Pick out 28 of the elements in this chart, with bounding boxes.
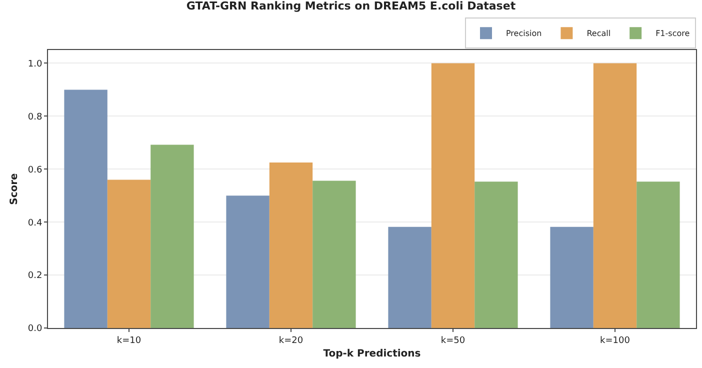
bar	[150, 144, 194, 328]
y-tick-label: 0.6	[28, 165, 42, 176]
bar	[636, 182, 680, 328]
bar	[269, 162, 313, 328]
bar	[431, 63, 475, 328]
y-tick-label: 0.0	[28, 324, 42, 334]
bar	[64, 90, 108, 328]
y-tick-label: 1.0	[28, 59, 42, 70]
y-axis-title: Score	[8, 172, 20, 205]
chart-title: GTAT-GRN Ranking Metrics on DREAM5 E.coli Dataset	[186, 0, 516, 13]
y-tick-label: 0.4	[28, 218, 42, 228]
bar	[107, 180, 151, 328]
x-tick-label: k=50	[440, 336, 466, 346]
bar	[593, 63, 637, 328]
bar	[312, 180, 356, 328]
bar	[474, 182, 518, 328]
legend-label: Recall	[586, 29, 611, 38]
bar	[550, 226, 594, 328]
x-tick-label: k=100	[600, 336, 630, 346]
bar	[388, 226, 432, 328]
bar	[226, 196, 270, 328]
legend-label: Precision	[506, 29, 542, 38]
x-axis-title: Top-k Predictions	[323, 348, 421, 360]
y-tick-label: 0.2	[28, 271, 42, 282]
y-tick-label: 0.8	[28, 112, 42, 122]
x-tick-label: k=20	[278, 336, 304, 346]
x-tick-label: k=10	[116, 336, 142, 346]
legend-label: F1-score	[656, 29, 690, 38]
